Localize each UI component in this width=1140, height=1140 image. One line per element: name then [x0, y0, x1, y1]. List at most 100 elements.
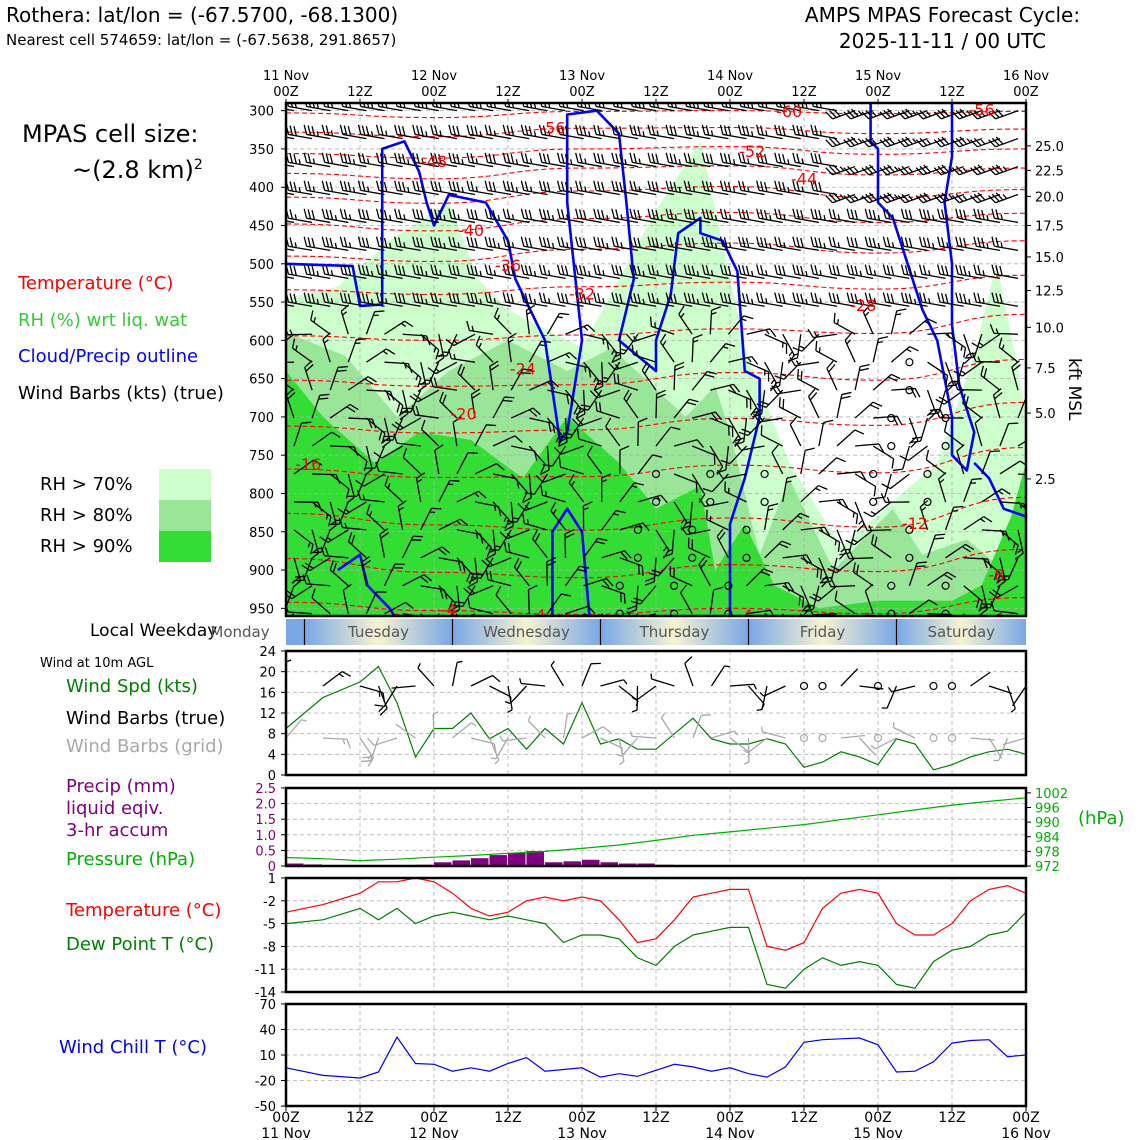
barb-full	[644, 581, 655, 586]
barb-half	[993, 759, 999, 762]
isotherm-14	[286, 597, 1026, 616]
barb-staff	[864, 590, 874, 614]
calm-circle	[905, 525, 914, 534]
barb-full	[488, 293, 493, 303]
barb-full	[522, 368, 533, 371]
rh90-region-0	[286, 371, 1026, 616]
barb-full	[868, 209, 873, 220]
barb-half	[912, 110, 917, 116]
barb-full	[434, 265, 438, 276]
barb-full	[576, 429, 580, 440]
barb	[669, 581, 679, 590]
barb-full	[745, 126, 750, 136]
barb-staff	[470, 674, 493, 687]
barb-full	[756, 236, 760, 247]
barb	[836, 471, 867, 481]
barb	[665, 292, 693, 307]
barb-full	[841, 391, 852, 396]
barb-half	[834, 539, 837, 546]
barb-full	[471, 388, 481, 395]
barb	[445, 333, 476, 347]
barb-full	[452, 209, 456, 220]
barb	[724, 609, 733, 616]
barb	[484, 208, 512, 224]
top-hour-label: 00Z	[717, 85, 743, 100]
barb	[872, 445, 895, 469]
barb-full	[546, 237, 551, 248]
barb-full	[411, 539, 422, 541]
barb-full	[542, 265, 547, 276]
barb	[547, 352, 578, 363]
barb-full	[379, 209, 384, 220]
barb	[746, 609, 777, 616]
barb-full	[937, 236, 941, 247]
barb	[764, 581, 795, 592]
barb-half	[747, 158, 750, 164]
barb-half	[908, 167, 913, 173]
barb	[673, 398, 699, 419]
barb-full	[560, 103, 565, 108]
barb-staff	[988, 737, 1003, 759]
barb-full	[420, 293, 424, 304]
barb	[520, 208, 548, 224]
barb-staff	[623, 398, 639, 419]
top-hour-label: 00Z	[865, 85, 891, 100]
barb	[438, 518, 469, 531]
barb	[900, 236, 928, 252]
barb-staff	[401, 389, 409, 414]
barb-full	[833, 312, 836, 323]
barb	[719, 152, 747, 168]
cycle-title: AMPS MPAS Forecast Cycle:	[804, 3, 1081, 27]
barb-full	[289, 181, 294, 192]
barb	[339, 124, 367, 140]
barb-full	[365, 237, 370, 248]
barb-half	[417, 663, 421, 669]
barb-full	[814, 237, 818, 248]
barb-full	[347, 532, 353, 542]
barb-full	[586, 445, 593, 455]
barb	[724, 581, 733, 590]
barb-full	[809, 596, 819, 602]
barb-staff	[886, 165, 910, 176]
pressure-tick-label: 978	[1035, 845, 1060, 860]
barb-full	[648, 572, 659, 577]
barb-full	[778, 237, 782, 248]
kft-tick-label: 2.5	[1035, 473, 1056, 488]
barb-full	[557, 437, 568, 444]
barb-full	[701, 152, 706, 163]
barb-full	[955, 292, 959, 303]
barb-staff	[922, 110, 946, 120]
barb-full	[553, 446, 562, 455]
barb-staff	[684, 663, 694, 687]
barb-full	[810, 152, 814, 163]
barb-staff	[446, 333, 458, 357]
barb-full	[778, 153, 782, 164]
barb-full	[861, 111, 870, 120]
barb	[871, 534, 892, 559]
barb-full	[800, 265, 804, 276]
barb-full	[593, 124, 597, 135]
barb	[339, 208, 367, 224]
barb-full	[597, 153, 601, 164]
barb	[919, 499, 929, 531]
barb-full	[701, 292, 706, 303]
barb-full	[321, 292, 326, 303]
barb-staff	[420, 508, 432, 531]
barb-full	[311, 209, 316, 220]
bottom-day-label: 12 Nov	[409, 1126, 459, 1140]
bottom-hour-label: 12Z	[494, 1110, 521, 1126]
barb-staff	[871, 501, 892, 518]
barb	[701, 208, 729, 224]
barb-staff	[542, 473, 566, 483]
barb	[436, 333, 458, 357]
barb-half	[801, 158, 804, 164]
barb	[448, 208, 476, 224]
barb	[933, 192, 964, 204]
barb-full	[397, 125, 402, 136]
barb-full	[973, 236, 977, 247]
barb-full	[865, 109, 873, 118]
barb-full	[691, 126, 696, 136]
barb-full	[897, 167, 906, 176]
barb	[897, 136, 928, 148]
